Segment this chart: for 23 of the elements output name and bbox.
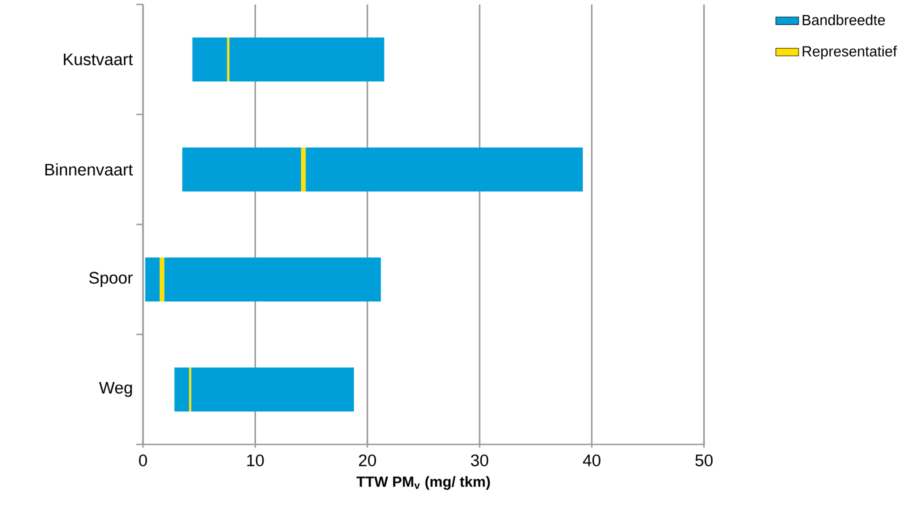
bar [164, 257, 381, 302]
y-tick-label: Kustvaart [64, 53, 133, 66]
x-tick-label: 30 [470, 454, 488, 466]
bar [192, 37, 228, 82]
bar [191, 367, 354, 412]
y-tick-label: Binnenvaart [45, 163, 133, 176]
x-tick-label: 0 [139, 454, 147, 466]
bar [301, 147, 306, 192]
x-tick-label: 50 [695, 454, 713, 466]
bar [182, 147, 302, 192]
y-tick-label: Weg [99, 382, 132, 397]
x-tick-label: 20 [358, 454, 376, 466]
bar [306, 147, 583, 192]
x-tick-label: 40 [582, 454, 600, 466]
x-tick-label: 10 [247, 454, 264, 466]
bar [229, 37, 384, 82]
x-axis-title: TTW PM$_{v}$ (mg/ tkm) [356, 476, 490, 490]
y-tick-label: Spoor [89, 272, 133, 287]
legend-label: Bandbreedte [802, 14, 885, 25]
legend-label: Representatief [802, 46, 897, 60]
bar [174, 367, 190, 412]
bar [160, 257, 164, 302]
bar [145, 257, 160, 302]
